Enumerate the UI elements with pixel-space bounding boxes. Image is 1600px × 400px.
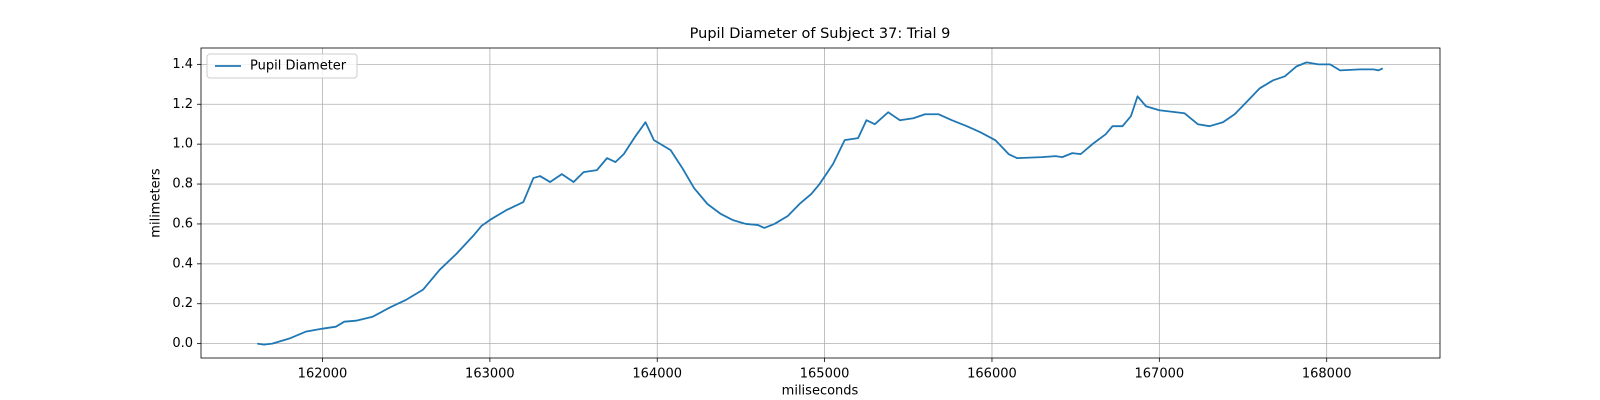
legend-box [206,53,358,79]
x-tick-label: 164000 [632,367,682,382]
y-tick-label: 0.6 [172,216,193,231]
x-tick-label: 166000 [967,367,1017,382]
y-tick-label: 0.0 [172,336,193,351]
y-tick-label: 1.2 [172,97,193,112]
y-tick-label: 1.4 [172,57,193,72]
x-tick-label: 168000 [1302,367,1352,382]
x-tick-label: 167000 [1135,367,1185,382]
legend-label: Pupil Diameter [250,59,347,74]
y-tick-label: 0.8 [172,177,193,192]
x-tick-label: 162000 [298,367,348,382]
x-tick-label: 165000 [800,367,850,382]
plot-frame [200,47,1441,359]
data-line [257,61,1384,346]
y-tick-label: 1.0 [172,137,193,152]
legend: Pupil Diameter [206,53,358,79]
x-tick-label: 163000 [465,367,515,382]
x-axis-label: miliseconds [782,384,859,399]
y-axis-label: milimeters [149,168,164,238]
chart-title: Pupil Diameter of Subject 37: Trial 9 [690,26,951,42]
y-tick-label: 0.4 [172,256,193,271]
y-tick-label: 0.2 [172,296,193,311]
